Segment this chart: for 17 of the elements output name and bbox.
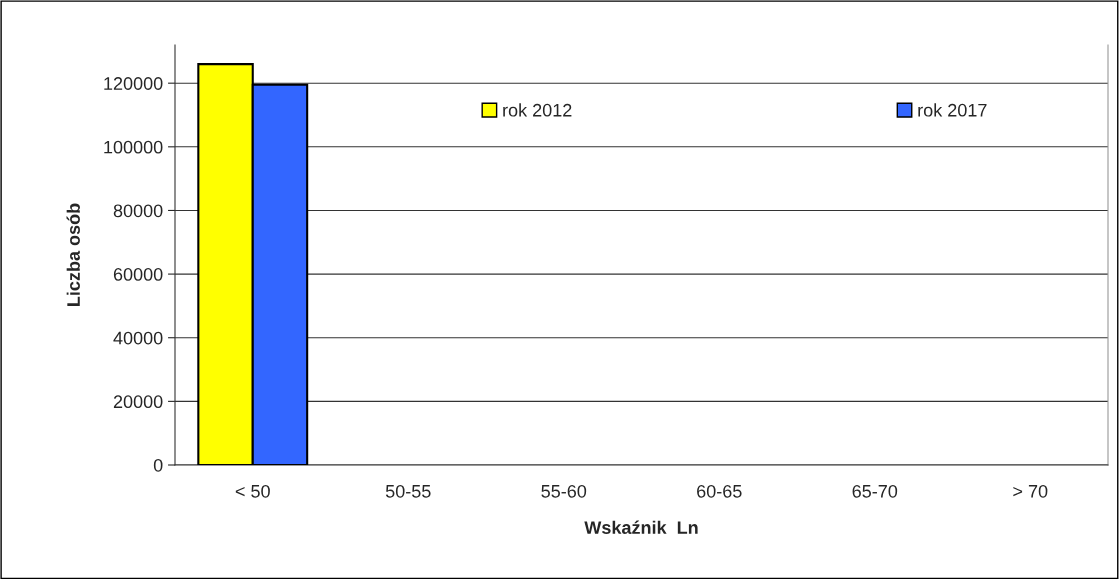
y-axis-title: Liczba osób — [66, 203, 80, 306]
x-tick-label: 60-65 — [697, 484, 742, 498]
y-tick-label: 80000 — [113, 204, 163, 218]
y-tick-label: 120000 — [104, 77, 163, 90]
y-tick-label: 0 — [153, 458, 163, 472]
y-tick-label: 40000 — [113, 331, 163, 345]
y-tick-label: 20000 — [113, 395, 163, 409]
x-tick-label: 65-70 — [852, 484, 898, 498]
y-tick-label: 60000 — [113, 268, 163, 281]
x-tick-label: > 70 — [1013, 484, 1048, 498]
x-tick-label: < 50 — [235, 484, 270, 498]
x-axis-title: Wskaźnik Ln — [584, 520, 698, 534]
legend-label: rok 2017 — [918, 103, 987, 117]
x-tick-label: 50-55 — [385, 484, 431, 498]
x-tick-label: 55-60 — [541, 484, 587, 498]
y-tick-label: 100000 — [104, 140, 163, 154]
legend-label: rok 2012 — [503, 103, 572, 117]
